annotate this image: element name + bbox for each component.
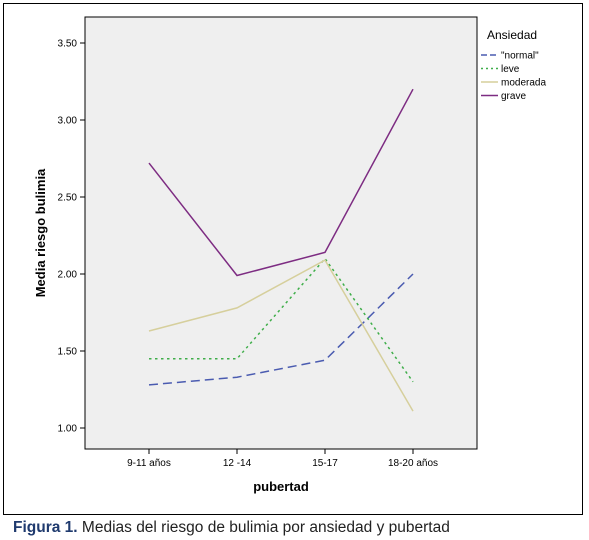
x-tick-label: 15-17 bbox=[312, 458, 338, 469]
y-tick-label: 3.00 bbox=[58, 116, 78, 127]
x-axis-title: pubertad bbox=[253, 479, 309, 494]
legend-label: leve bbox=[501, 64, 520, 75]
x-tick-label: 9-11 años bbox=[127, 458, 171, 469]
legend-label: grave bbox=[501, 91, 526, 102]
x-axis: 9-11 años 12 -14 15-17 18-20 años bbox=[127, 449, 438, 469]
caption-label: Figura 1. bbox=[13, 519, 78, 536]
series-lines bbox=[148, 88, 414, 412]
legend-label: moderada bbox=[501, 78, 546, 89]
legend: Ansiedad "normal" leve moderada grave bbox=[481, 28, 546, 102]
y-tick-label: 3.50 bbox=[58, 39, 78, 50]
y-tick-label: 1.50 bbox=[58, 347, 78, 358]
y-tick-label: 2.00 bbox=[58, 270, 78, 281]
y-tick-label: 1.00 bbox=[58, 424, 78, 435]
line-chart: 1.00 1.50 2.00 2.50 3.00 3.50 9-11 años 12 -14… bbox=[33, 16, 546, 494]
figure-caption: Figura 1. Medias del riesgo de bulimia p… bbox=[13, 519, 450, 537]
plot-area bbox=[84, 16, 478, 450]
series-line-3 bbox=[148, 88, 414, 277]
y-axis: 1.00 1.50 2.00 2.50 3.00 3.50 bbox=[58, 39, 85, 435]
caption-text: Medias del riesgo de bulimia por ansieda… bbox=[77, 519, 450, 536]
series-line-2 bbox=[148, 259, 414, 412]
y-axis-title: Media riesgo bulimia bbox=[33, 168, 48, 297]
series-line-0 bbox=[148, 273, 414, 386]
legend-label: "normal" bbox=[501, 51, 539, 62]
legend-title: Ansiedad bbox=[487, 28, 537, 42]
x-tick-label: 18-20 años bbox=[388, 458, 438, 469]
x-tick-label: 12 -14 bbox=[223, 458, 252, 469]
y-tick-label: 2.50 bbox=[58, 193, 78, 204]
series-line-1 bbox=[149, 257, 414, 383]
